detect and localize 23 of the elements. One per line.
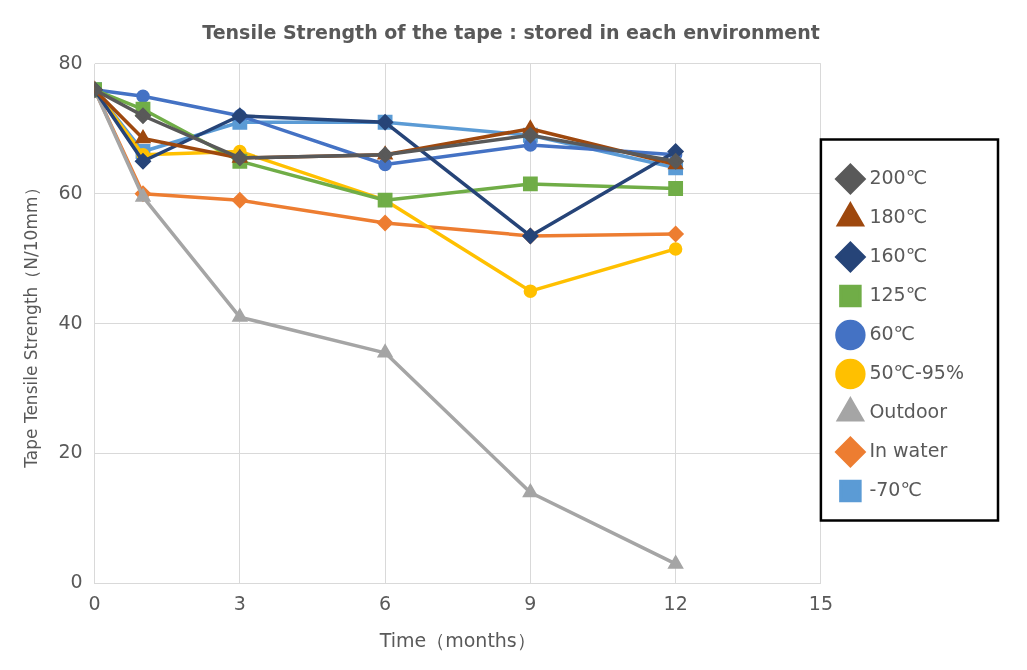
x-tick-label: 9: [524, 591, 537, 614]
legend-label: 160℃: [869, 243, 928, 266]
y-tick-label: 40: [58, 310, 83, 333]
y-tick-label: 20: [58, 440, 83, 463]
legend-label: In water: [869, 438, 948, 461]
x-tick-label: 12: [663, 591, 688, 614]
legend-label: 50℃-95%: [869, 360, 965, 383]
y-tick-label: 60: [58, 180, 83, 203]
legend-label: 180℃: [869, 204, 928, 227]
x-tick-label: 6: [379, 591, 392, 614]
y-tick-label: 0: [70, 570, 83, 593]
x-axis-title: Time（months）: [378, 628, 536, 651]
legend-label: Outdoor: [869, 399, 948, 422]
legend-label: -70℃: [869, 477, 922, 500]
x-tick-label: 0: [88, 591, 101, 614]
legend-label: 125℃: [869, 282, 928, 305]
y-tick-label: 80: [58, 50, 83, 73]
legend-label: 60℃: [869, 321, 915, 344]
x-tick-label: 15: [808, 591, 833, 614]
legend-label: 200℃: [869, 165, 928, 188]
chart-title: Tensile Strength of the tape : stored in each environment: [202, 21, 820, 44]
y-axis-title: Tape Tensile Strength（N/10mm）: [20, 179, 41, 469]
x-tick-label: 3: [233, 591, 246, 614]
